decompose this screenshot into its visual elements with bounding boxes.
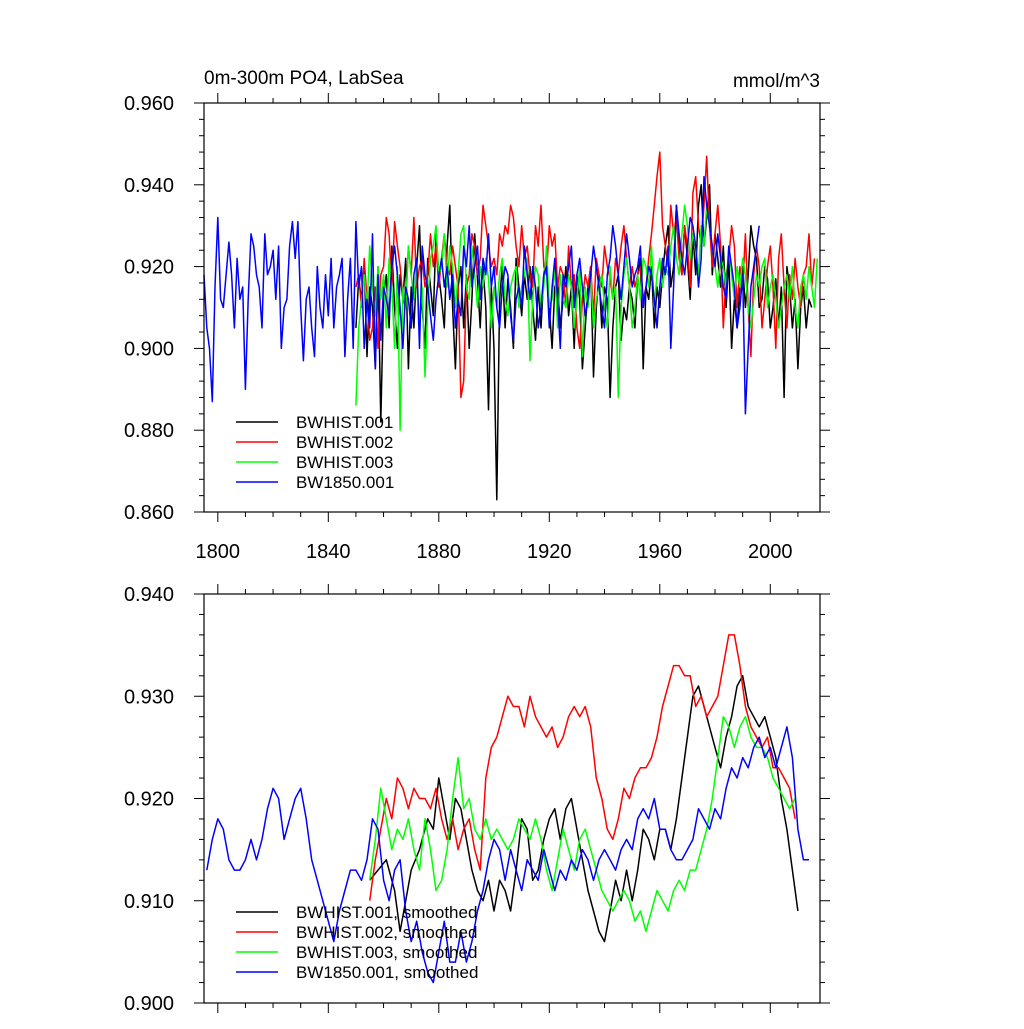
plot-frame bbox=[203, 102, 821, 513]
bottom-panel: 0.900 0.910 0.920 0.930 0.940 BWHIST.001, smo… bbox=[124, 584, 830, 1015]
y-tick-label: 0.920 bbox=[124, 789, 174, 811]
series-line-1 bbox=[369, 675, 799, 943]
legend-label: BWHIST.001 bbox=[296, 413, 393, 432]
y-tick-label: 0.930 bbox=[124, 686, 174, 708]
y-tick-label: 0.880 bbox=[124, 420, 174, 442]
y-tick-label: 0.900 bbox=[124, 338, 174, 360]
series-line-3 bbox=[368, 715, 796, 933]
series-line-4 bbox=[206, 726, 809, 984]
series-line-3 bbox=[355, 204, 818, 431]
x-tick-label: 1880 bbox=[417, 541, 462, 563]
series-line-2 bbox=[355, 151, 816, 399]
x-tick-label: 2000 bbox=[748, 541, 793, 563]
y-tick-label: 0.860 bbox=[124, 502, 174, 524]
x-tick-label: 1840 bbox=[306, 541, 351, 563]
legend-label: BWHIST.002, smoothed bbox=[296, 923, 477, 942]
legend-label: BWHIST.002 bbox=[296, 433, 393, 452]
legend-label: BWHIST.001, smoothed bbox=[296, 903, 477, 922]
y-tick-label: 0.960 bbox=[124, 93, 174, 115]
series-line-4 bbox=[203, 175, 760, 415]
y-tick-label: 0.920 bbox=[124, 257, 174, 279]
y-tick-label: 0.910 bbox=[124, 891, 174, 913]
legend-label: BWHIST.003, smoothed bbox=[296, 943, 477, 962]
y-tick-label: 0.940 bbox=[124, 175, 174, 197]
y-tick-label: 0.940 bbox=[124, 584, 174, 606]
x-tick-label: 1800 bbox=[196, 541, 241, 563]
units-label: mmol/m^3 bbox=[733, 71, 820, 92]
series-line-2 bbox=[368, 634, 796, 901]
legend-label: BW1850.001 bbox=[296, 473, 394, 492]
y-tick-label: 0.900 bbox=[124, 993, 174, 1015]
x-tick-label: 1920 bbox=[527, 541, 572, 563]
legend-label: BW1850.001, smoothed bbox=[296, 963, 478, 982]
x-tick-label: 1960 bbox=[638, 541, 683, 563]
top-panel: 1800 1840 1880 1920 1960 2000 0.860 0.880 0.900 0… bbox=[124, 93, 830, 563]
legend-label: BWHIST.003 bbox=[296, 453, 393, 472]
chart-title: 0m-300m PO4, LabSea bbox=[204, 68, 404, 89]
